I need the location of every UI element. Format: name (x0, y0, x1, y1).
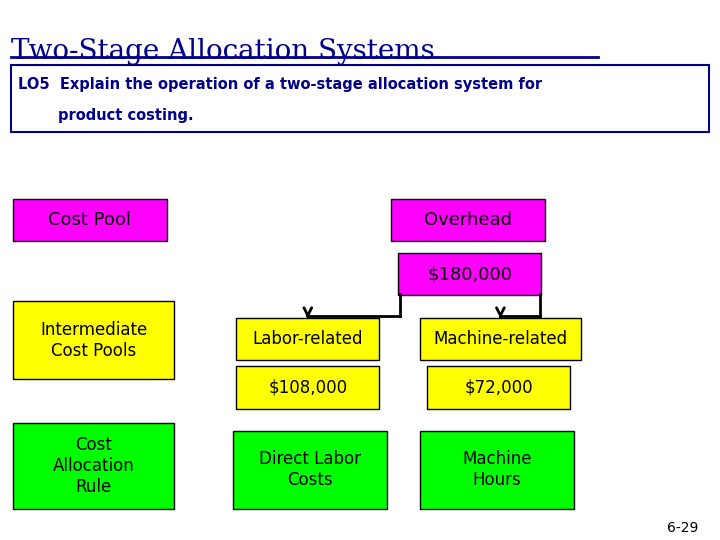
FancyBboxPatch shape (420, 318, 581, 360)
FancyBboxPatch shape (11, 65, 709, 132)
Text: Machine
Hours: Machine Hours (462, 450, 531, 489)
Text: 6-29: 6-29 (667, 521, 698, 535)
Text: Two-Stage Allocation Systems: Two-Stage Allocation Systems (11, 38, 435, 65)
Text: Overhead: Overhead (424, 211, 512, 229)
Text: Cost Pool: Cost Pool (48, 211, 132, 229)
Text: Labor-related: Labor-related (253, 330, 363, 348)
Text: Machine-related: Machine-related (433, 330, 567, 348)
FancyBboxPatch shape (391, 199, 545, 241)
Text: LO5  Explain the operation of a two-stage allocation system for: LO5 Explain the operation of a two-stage… (18, 77, 542, 92)
FancyBboxPatch shape (420, 431, 574, 509)
Text: $108,000: $108,000 (269, 379, 347, 396)
Text: Cost
Allocation
Rule: Cost Allocation Rule (53, 436, 135, 496)
FancyBboxPatch shape (427, 366, 570, 409)
Text: $180,000: $180,000 (427, 265, 513, 283)
FancyBboxPatch shape (236, 318, 379, 360)
Text: Intermediate
Cost Pools: Intermediate Cost Pools (40, 321, 147, 360)
FancyBboxPatch shape (236, 366, 379, 409)
Text: $72,000: $72,000 (464, 379, 533, 396)
FancyBboxPatch shape (13, 423, 174, 509)
FancyBboxPatch shape (233, 431, 387, 509)
FancyBboxPatch shape (13, 301, 174, 379)
FancyBboxPatch shape (398, 253, 541, 295)
Text: Direct Labor
Costs: Direct Labor Costs (258, 450, 361, 489)
Text: product costing.: product costing. (58, 107, 193, 123)
FancyBboxPatch shape (13, 199, 167, 241)
